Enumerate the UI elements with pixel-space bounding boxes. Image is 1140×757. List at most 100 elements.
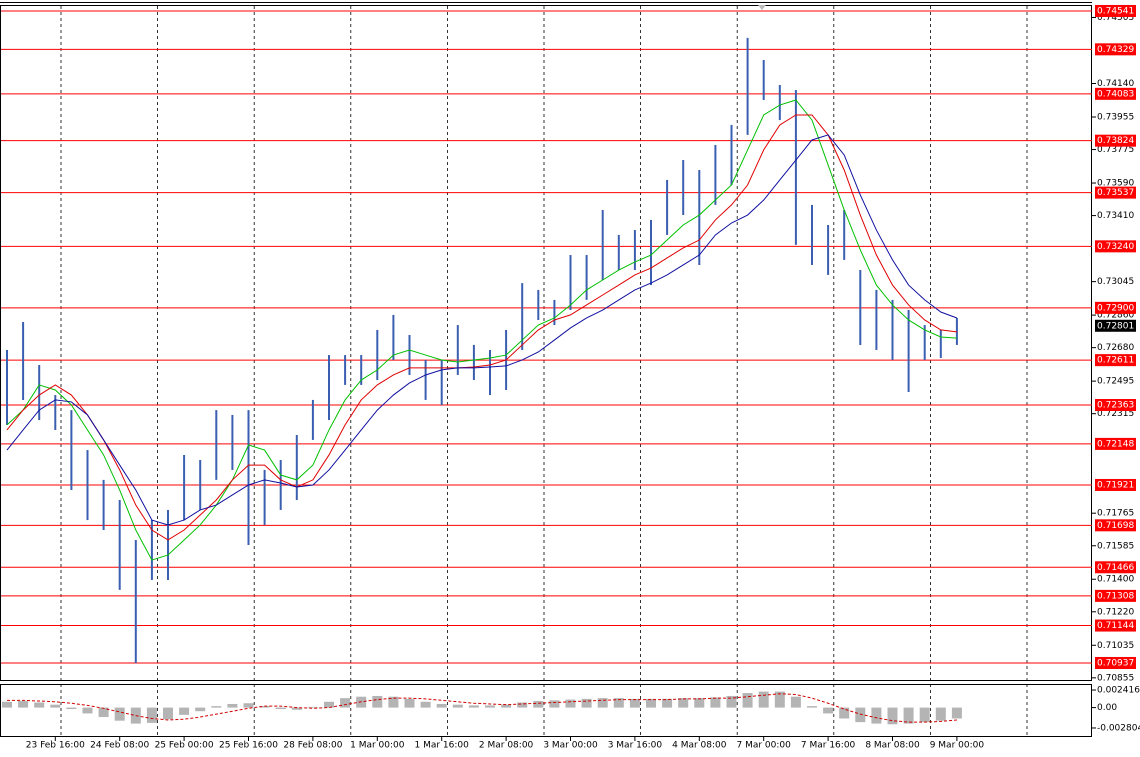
histogram-bar <box>501 704 512 708</box>
histogram-bar <box>678 698 689 708</box>
histogram-bar <box>871 707 882 724</box>
level-label: 0.71921 <box>1095 478 1136 491</box>
histogram-bar <box>468 705 479 708</box>
y-tick-label: 0.71220 <box>1097 607 1134 617</box>
histogram-bar <box>452 704 463 708</box>
moving-average <box>6 99 957 561</box>
level-label-box <box>1095 478 1136 491</box>
level-label-box <box>1095 43 1136 56</box>
level-label-text: 0.72611 <box>1097 356 1134 366</box>
level-label-text: 0.71144 <box>1097 621 1134 631</box>
histogram-bar <box>613 698 624 708</box>
level-label: 0.72900 <box>1095 301 1136 314</box>
histogram-bar <box>839 707 850 719</box>
x-tick-label: 2 Mar 08:00 <box>479 741 534 751</box>
y-tick-label: 0.73775 <box>1097 145 1134 155</box>
level-label-text: 0.73824 <box>1097 136 1134 146</box>
level-label-text: 0.72363 <box>1097 401 1134 411</box>
level-label-text: 0.73537 <box>1097 188 1134 198</box>
histogram-bar <box>549 700 560 708</box>
histogram-bar <box>436 703 447 708</box>
y-tick-label: 0.73045 <box>1097 277 1134 287</box>
histogram-bar <box>388 696 399 708</box>
histogram-bar <box>790 696 801 708</box>
x-tick-label: 1 Mar 16:00 <box>415 741 470 751</box>
level-label: 0.73824 <box>1095 134 1136 147</box>
histogram-bar <box>307 706 318 708</box>
moving-average <box>6 134 958 526</box>
last-price-box <box>1095 319 1136 332</box>
level-label-box <box>1095 656 1136 669</box>
y-tick-label: 0.72315 <box>1097 409 1134 419</box>
histogram-bar <box>179 707 190 715</box>
grid <box>60 6 1028 736</box>
histogram-bar <box>114 707 125 721</box>
level-label: 0.72611 <box>1095 354 1136 367</box>
histogram-bar <box>533 701 544 708</box>
level-label-box <box>1095 437 1136 450</box>
histogram-bar <box>275 707 286 710</box>
level-label-text: 0.74541 <box>1097 6 1134 16</box>
y-tick-label: -0.002804 <box>1097 723 1140 733</box>
histogram-bar <box>517 702 528 708</box>
level-label-text: 0.73240 <box>1097 242 1134 252</box>
level-label-text: 0.70937 <box>1097 658 1134 668</box>
level-label: 0.72363 <box>1095 399 1136 412</box>
level-label-text: 0.74329 <box>1097 45 1134 55</box>
histogram-bar <box>34 702 45 708</box>
histogram-bar <box>903 707 914 724</box>
level-label: 0.71308 <box>1095 589 1136 602</box>
histogram-bar <box>98 707 109 718</box>
level-label-text: 0.71921 <box>1097 480 1134 490</box>
histogram-bar <box>597 698 608 708</box>
y-tick-label: 0.72680 <box>1097 343 1134 353</box>
level-label: 0.70937 <box>1095 656 1136 669</box>
histogram-bar <box>66 707 77 710</box>
histogram-bar <box>243 703 254 708</box>
level-label-text: 0.71308 <box>1097 591 1134 601</box>
level-label: 0.74541 <box>1095 4 1136 17</box>
level-label-box <box>1095 589 1136 602</box>
histogram-bar <box>581 698 592 708</box>
histogram-bar <box>324 701 334 708</box>
level-label-text: 0.74083 <box>1097 89 1134 99</box>
level-label-box <box>1095 619 1136 632</box>
histogram-bar <box>82 707 93 714</box>
histogram-bar <box>485 705 495 708</box>
histogram-bar <box>340 698 351 708</box>
x-tick-label: 23 Feb 16:00 <box>26 741 85 751</box>
histogram-bar <box>163 707 173 720</box>
x-tick-label: 25 Feb 16:00 <box>219 741 278 751</box>
level-label: 0.71144 <box>1095 619 1136 632</box>
level-label-box <box>1095 4 1136 17</box>
moving-average <box>6 114 957 541</box>
level-label-text: 0.71466 <box>1097 563 1134 573</box>
y-tick-label: 0.74505 <box>1097 13 1134 23</box>
level-label-box <box>1095 186 1136 199</box>
histogram-bar <box>18 701 29 708</box>
y-tick-label: 0.72860 <box>1097 311 1134 321</box>
histogram-bar <box>919 707 930 723</box>
signal-line <box>7 693 957 723</box>
y-tick-label: 0.73590 <box>1097 179 1134 189</box>
main-frame <box>0 5 1092 681</box>
level-label-box <box>1095 134 1136 147</box>
histogram-bar <box>823 707 834 714</box>
x-tick-label: 8 Mar 08:00 <box>865 741 920 751</box>
level-label: 0.71466 <box>1095 561 1136 574</box>
x-tick-label: 24 Feb 08:00 <box>90 741 149 751</box>
histogram-bar <box>710 697 721 708</box>
histogram-bar <box>662 698 673 708</box>
histogram-bar <box>758 691 769 708</box>
level-label-box <box>1095 87 1136 100</box>
last-price-text: 0.72801 <box>1097 321 1134 331</box>
histogram-bar <box>227 703 238 708</box>
y-tick-label: 0.002416 <box>1097 686 1140 696</box>
sub-frame <box>0 684 1092 737</box>
histogram-bar <box>646 698 656 708</box>
y-tick-label: 0.71585 <box>1097 541 1134 551</box>
histogram-bar <box>195 707 206 712</box>
y-tick-label: 0.73410 <box>1097 211 1134 221</box>
histogram-bar <box>887 707 898 725</box>
